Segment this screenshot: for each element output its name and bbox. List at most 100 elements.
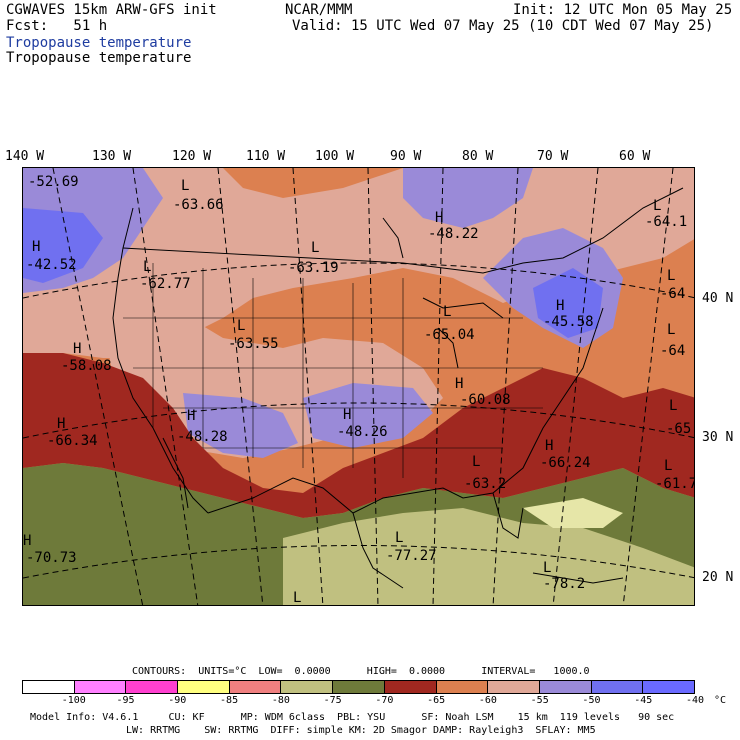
hl-symbol: H <box>455 376 463 392</box>
hl-value: -64 <box>660 286 685 302</box>
lon-label: 130 W <box>92 149 132 164</box>
hl-value: -48.22 <box>428 226 479 242</box>
legend-swatch <box>591 681 644 693</box>
legend-swatch <box>333 681 385 693</box>
color-legend <box>22 680 695 694</box>
state-borders <box>123 263 543 478</box>
hl-value: -66.24 <box>540 455 591 471</box>
legend-tick-label: -100 <box>61 695 86 706</box>
hl-value: -63.66 <box>173 197 224 213</box>
lat-label: 20 N <box>702 570 734 585</box>
hl-value: -65 <box>666 421 691 437</box>
hl-symbol: H <box>556 298 564 314</box>
hl-symbol: L <box>293 590 301 606</box>
temperature-band <box>303 383 433 448</box>
map-canvas: -52.69 L -63.66 H -48.22 L -64.1 H -42.5… <box>23 168 695 606</box>
hl-value: -63.2 <box>464 476 506 492</box>
hl-symbol: L <box>443 304 451 320</box>
hl-value: -70.73 <box>26 550 77 566</box>
hl-value: -64 <box>660 343 685 359</box>
hl-value: -52.69 <box>28 174 79 190</box>
temperature-band <box>533 268 603 338</box>
lon-label: 120 W <box>172 149 212 164</box>
hl-value: -78.2 <box>543 576 585 592</box>
hl-value: -63.55 <box>228 336 279 352</box>
hl-symbol: H <box>545 438 553 454</box>
hl-value: -64.1 <box>645 214 687 230</box>
legend-tick-label: -95 <box>116 695 135 706</box>
legend-swatch <box>539 681 592 693</box>
temperature-band <box>23 168 694 358</box>
hl-symbol: L <box>311 240 319 256</box>
legend-tick-label: °C <box>713 695 727 706</box>
legend-swatch <box>126 681 179 693</box>
temperature-band <box>23 208 103 283</box>
temperature-band <box>23 353 694 518</box>
legend-swatch <box>384 681 437 693</box>
hl-symbol: L <box>653 198 661 214</box>
legend-tick-label: -85 <box>220 695 239 706</box>
legend-swatch <box>436 681 489 693</box>
hl-symbol: H <box>57 416 65 432</box>
hl-symbol: L <box>395 530 403 546</box>
organization: NCAR/MMM <box>285 2 353 18</box>
model-info-line2: LW: RRTMG SW: RRTMG DIFF: simple KM: 2D … <box>126 725 596 736</box>
hl-value: -45.58 <box>543 314 594 330</box>
temperature-band <box>523 498 623 528</box>
hl-value: -48.26 <box>337 424 388 440</box>
legend-tick-label: -70 <box>375 695 394 706</box>
temperature-band <box>403 168 533 228</box>
lon-label: 140 W <box>5 149 45 164</box>
hl-value: -48.28 <box>177 429 228 445</box>
contour-info: CONTOURS: UNITS=°C LOW= 0.0000 HIGH= 0.0… <box>132 666 590 677</box>
lon-label: 100 W <box>315 149 355 164</box>
legend-tick-label: -40 <box>685 695 705 706</box>
model-info-line1: Model Info: V4.6.1 CU: KF MP: WDM 6class… <box>30 712 675 723</box>
lon-label: 90 W <box>390 149 422 164</box>
hl-symbol: H <box>435 210 443 226</box>
hl-value: -60.08 <box>460 392 511 408</box>
hl-value: -77.27 <box>386 548 437 564</box>
hl-value: -61.7 <box>655 476 695 492</box>
hl-symbol: H <box>187 408 195 424</box>
forecast-hour: Fcst: 51 h <box>6 18 108 34</box>
field-title-colored: Tropopause temperature <box>6 35 192 51</box>
model-title: CGWAVES 15km ARW-GFS init <box>6 2 217 18</box>
hl-value: -58.08 <box>61 358 112 374</box>
hl-symbol: L <box>667 268 675 284</box>
legend-tick-label: -60 <box>478 695 497 706</box>
hl-symbol: L <box>143 259 151 275</box>
lat-label: 30 N <box>702 430 734 445</box>
lon-label: 60 W <box>619 149 651 164</box>
graticule <box>23 168 694 605</box>
field-title-black: Tropopause temperature <box>6 50 192 66</box>
legend-swatch <box>178 681 230 693</box>
hl-value: -42.52 <box>26 257 77 273</box>
hl-value: -65.04 <box>424 327 475 343</box>
hl-symbol: L <box>181 178 189 194</box>
legend-swatch <box>74 681 127 693</box>
legend-tick-label: -80 <box>271 695 290 706</box>
hl-symbol: L <box>237 318 245 334</box>
hl-symbol: L <box>664 458 672 474</box>
legend-swatch <box>643 681 694 693</box>
hl-symbol: L <box>667 322 675 338</box>
legend-tick-label: -65 <box>427 695 446 706</box>
legend-swatch <box>23 681 75 693</box>
hl-value: -62.77 <box>140 276 191 292</box>
legend-swatch <box>488 681 540 693</box>
legend-swatch <box>281 681 334 693</box>
hl-value: -63.19 <box>288 260 339 276</box>
init-time: Init: 12 UTC Mon 05 May 25 <box>513 2 733 18</box>
hl-symbol: H <box>343 407 351 423</box>
legend-tick-label: -90 <box>168 695 187 706</box>
hl-symbol: L <box>543 560 551 576</box>
lat-label: 40 N <box>702 291 734 306</box>
hl-symbol: H <box>32 239 40 255</box>
legend-swatch <box>229 681 282 693</box>
lon-label: 70 W <box>537 149 569 164</box>
hl-value: -66.34 <box>47 433 98 449</box>
legend-tick-label: -75 <box>323 695 342 706</box>
legend-tick-label: -45 <box>634 695 653 706</box>
pressure-labels: -52.69 L -63.66 H -48.22 L -64.1 H -42.5… <box>23 174 695 606</box>
